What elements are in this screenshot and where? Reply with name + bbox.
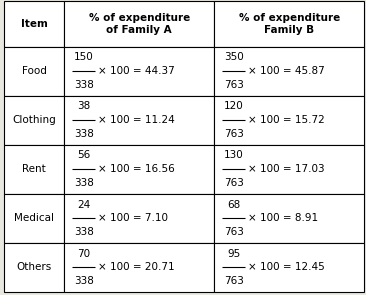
Text: 120: 120 <box>224 101 243 111</box>
Text: 763: 763 <box>224 80 244 90</box>
Bar <box>214 96 364 145</box>
Bar <box>4 194 64 243</box>
Bar <box>64 145 214 194</box>
Text: 95: 95 <box>227 249 240 259</box>
Bar <box>4 96 64 145</box>
Bar <box>214 194 364 243</box>
Text: 338: 338 <box>74 276 94 286</box>
Text: × 100 = 45.87: × 100 = 45.87 <box>248 66 325 76</box>
Bar <box>64 47 214 96</box>
Text: 763: 763 <box>224 227 244 237</box>
Bar <box>214 243 364 292</box>
Bar <box>4 243 64 292</box>
Bar <box>64 194 214 243</box>
Text: × 100 = 11.24: × 100 = 11.24 <box>98 115 175 125</box>
Bar <box>214 47 364 96</box>
Text: 24: 24 <box>77 199 90 209</box>
Text: × 100 = 16.56: × 100 = 16.56 <box>98 164 175 174</box>
Bar <box>214 1 364 47</box>
Text: 38: 38 <box>77 101 90 111</box>
Text: 763: 763 <box>224 178 244 188</box>
Bar <box>4 47 64 96</box>
Text: Rent: Rent <box>22 164 46 174</box>
Text: Clothing: Clothing <box>12 115 56 125</box>
Text: 350: 350 <box>224 52 243 62</box>
Text: × 100 = 7.10: × 100 = 7.10 <box>98 213 168 223</box>
Bar <box>4 1 64 47</box>
Text: 338: 338 <box>74 227 94 237</box>
Bar <box>64 96 214 145</box>
Bar <box>64 243 214 292</box>
Text: 68: 68 <box>227 199 240 209</box>
Text: 70: 70 <box>77 249 90 259</box>
Text: % of expenditure
Family B: % of expenditure Family B <box>239 13 340 35</box>
Text: 338: 338 <box>74 178 94 188</box>
Text: Medical: Medical <box>14 213 54 223</box>
Text: × 100 = 8.91: × 100 = 8.91 <box>248 213 318 223</box>
Bar <box>214 145 364 194</box>
Bar <box>64 1 214 47</box>
Text: 763: 763 <box>224 276 244 286</box>
Text: Food: Food <box>22 66 46 76</box>
Text: 150: 150 <box>74 52 94 62</box>
Text: × 100 = 44.37: × 100 = 44.37 <box>98 66 175 76</box>
Text: 56: 56 <box>77 150 90 160</box>
Bar <box>4 145 64 194</box>
Text: × 100 = 20.71: × 100 = 20.71 <box>98 263 175 273</box>
Text: 338: 338 <box>74 80 94 90</box>
Text: Others: Others <box>16 263 52 273</box>
Text: % of expenditure
of Family A: % of expenditure of Family A <box>89 13 190 35</box>
Text: × 100 = 17.03: × 100 = 17.03 <box>248 164 325 174</box>
Text: 763: 763 <box>224 129 244 139</box>
Text: Item: Item <box>20 19 47 29</box>
Text: × 100 = 12.45: × 100 = 12.45 <box>248 263 325 273</box>
Text: 338: 338 <box>74 129 94 139</box>
Text: 130: 130 <box>224 150 243 160</box>
Text: × 100 = 15.72: × 100 = 15.72 <box>248 115 325 125</box>
